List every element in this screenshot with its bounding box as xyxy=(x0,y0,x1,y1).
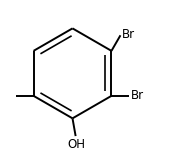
Text: OH: OH xyxy=(67,138,85,151)
Text: Br: Br xyxy=(122,28,135,41)
Text: Br: Br xyxy=(131,89,144,102)
